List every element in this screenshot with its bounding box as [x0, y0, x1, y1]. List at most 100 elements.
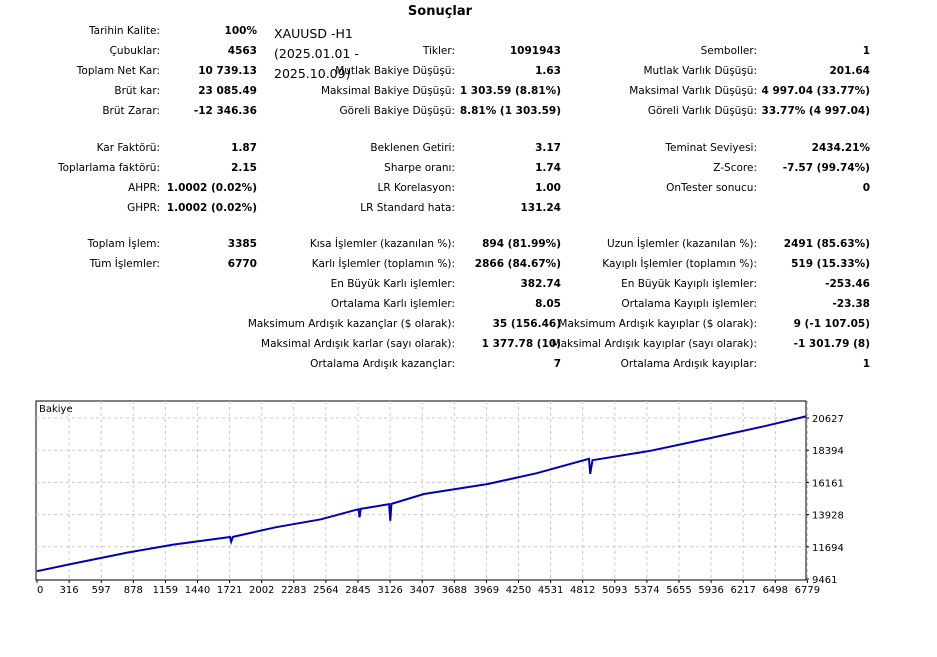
x-tick-label: 0 [37, 585, 43, 596]
stat-label: Beklenen Getiri: [370, 142, 455, 154]
stat-label: Maksimal Ardışık karlar (sayı olarak): [261, 338, 455, 350]
report-title: Sonuçlar [407, 4, 473, 19]
stat-label: Maksimum Ardışık kazançlar ($ olarak): [247, 318, 455, 330]
stat-value: 9 (-1 107.05) [793, 318, 870, 330]
stat-value: -7.57 (99.74%) [782, 162, 870, 174]
stat-label: Ortalama Ardışık kayıplar: [620, 358, 757, 370]
stat-label: Maksimal Bakiye Düşüşü: [320, 85, 455, 97]
stat-label: GHPR: [127, 202, 160, 214]
x-tick-label: 3126 [377, 585, 402, 596]
stat-value: -1 301.79 (8) [793, 338, 870, 350]
stat-label: Mutlak Bakiye Düşüşü: [335, 65, 455, 77]
stat-label: Tarihin Kalite: [89, 25, 160, 37]
stat-label: Ortalama Kayıplı işlemler: [621, 298, 757, 310]
stat-value: 2434.21% [811, 142, 870, 154]
stat-value: 2.15 [231, 162, 257, 174]
stat-label: Maksimal Ardışık kayıplar (sayı olarak): [551, 338, 757, 350]
stat-value: 1 377.78 (10) [481, 338, 561, 350]
stat-label: Toplam Net Kar: [76, 65, 160, 77]
symbol-timeframe: XAUUSD -H1 [274, 26, 353, 41]
stat-value: 1.0002 (0.02%) [166, 182, 257, 194]
x-tick-label: 4531 [538, 585, 563, 596]
stat-label: Brüt kar: [114, 85, 160, 97]
stat-label: Tikler: [422, 45, 455, 57]
x-tick-label: 4812 [570, 585, 595, 596]
stat-label: En Büyük Kayıplı işlemler: [621, 278, 757, 290]
stat-value: 10 739.13 [198, 65, 257, 77]
stat-label: AHPR: [128, 182, 160, 194]
stat-label: Göreli Bakiye Düşüşü: [339, 105, 455, 117]
stat-label: Ortalama Karlı işlemler: [330, 298, 455, 310]
symbol-period-info: XAUUSD -H1 (2025.01.01 - 2025.10.09) [274, 24, 359, 84]
stat-value: 35 (156.46) [492, 318, 561, 330]
stat-value: 1.74 [535, 162, 561, 174]
stat-value: 2866 (84.67%) [474, 258, 561, 270]
stat-label: LR Korelasyon: [377, 182, 455, 194]
stat-value: 1 303.59 (8.81%) [459, 85, 561, 97]
stat-label: Göreli Varlık Düşüşü: [647, 105, 757, 117]
stat-value: 4 997.04 (33.77%) [761, 85, 870, 97]
stat-value: -12 346.36 [193, 105, 257, 117]
chart-title: Bakiye [39, 404, 73, 415]
stat-value: 3385 [227, 238, 257, 250]
stat-value: 382.74 [520, 278, 561, 290]
date-range-start: (2025.01.01 - [274, 46, 359, 61]
stat-value: 1.0002 (0.02%) [166, 202, 257, 214]
y-tick-label: 18394 [812, 446, 844, 457]
stat-label: Semboller: [700, 45, 757, 57]
plot-area [35, 400, 807, 581]
stat-value: 1.63 [535, 65, 561, 77]
stat-value: 2491 (85.63%) [783, 238, 870, 250]
stat-label: Ortalama Ardışık kazançlar: [310, 358, 455, 370]
stat-value: 4563 [227, 45, 257, 57]
stat-label: Uzun İşlemler (kazanılan %): [607, 238, 757, 250]
stat-value: 1 [862, 45, 870, 57]
stat-value: 894 (81.99%) [482, 238, 561, 250]
stat-label: LR Standard hata: [360, 202, 455, 214]
stat-label: Brüt Zarar: [102, 105, 160, 117]
stat-value: 8.81% (1 303.59) [459, 105, 561, 117]
x-tick-label: 1440 [185, 585, 210, 596]
x-tick-label: 3688 [442, 585, 467, 596]
stat-label: Sharpe oranı: [384, 162, 455, 174]
stat-value: 0 [862, 182, 870, 194]
stat-label: En Büyük Karlı işlemler: [330, 278, 455, 290]
stat-value: 3.17 [535, 142, 561, 154]
x-tick-label: 597 [92, 585, 111, 596]
stat-value: -23.38 [832, 298, 870, 310]
x-tick-label: 4250 [506, 585, 531, 596]
stat-label: Kayıplı İşlemler (toplamın %): [602, 258, 757, 270]
x-tick-label: 5093 [602, 585, 627, 596]
stat-label: Maksimal Varlık Düşüşü: [629, 85, 757, 97]
stat-label: OnTester sonucu: [666, 182, 757, 194]
x-tick-label: 878 [124, 585, 143, 596]
stat-value: 100% [224, 25, 257, 37]
stat-label: Mutlak Varlık Düşüşü: [643, 65, 757, 77]
stat-label: Toplarlama faktörü: [57, 162, 160, 174]
stat-value: 1.87 [231, 142, 257, 154]
x-tick-label: 3407 [409, 585, 434, 596]
stat-label: Çubuklar: [109, 45, 160, 57]
x-tick-label: 2283 [281, 585, 306, 596]
x-tick-label: 1159 [153, 585, 178, 596]
y-tick-label: 9461 [812, 575, 837, 586]
stat-value: 519 (15.33%) [791, 258, 870, 270]
x-tick-label: 5655 [666, 585, 691, 596]
stat-value: 1 [862, 358, 870, 370]
x-tick-label: 6217 [730, 585, 755, 596]
stat-value: 7 [553, 358, 561, 370]
stat-label: Tüm İşlemler: [89, 258, 160, 270]
stat-value: 1.00 [535, 182, 561, 194]
stat-value: 131.24 [520, 202, 561, 214]
x-tick-label: 1721 [217, 585, 242, 596]
x-tick-label: 6779 [795, 585, 820, 596]
x-tick-label: 5936 [698, 585, 723, 596]
stat-label: Z-Score: [713, 162, 757, 174]
stat-value: 33.77% (4 997.04) [761, 105, 870, 117]
date-range-end: 2025.10.09) [274, 66, 351, 81]
stat-value: 8.05 [535, 298, 561, 310]
stat-label: Karlı İşlemler (toplamın %): [311, 258, 455, 270]
x-tick-label: 2002 [249, 585, 274, 596]
x-tick-label: 2564 [313, 585, 338, 596]
y-tick-label: 20627 [812, 414, 844, 425]
